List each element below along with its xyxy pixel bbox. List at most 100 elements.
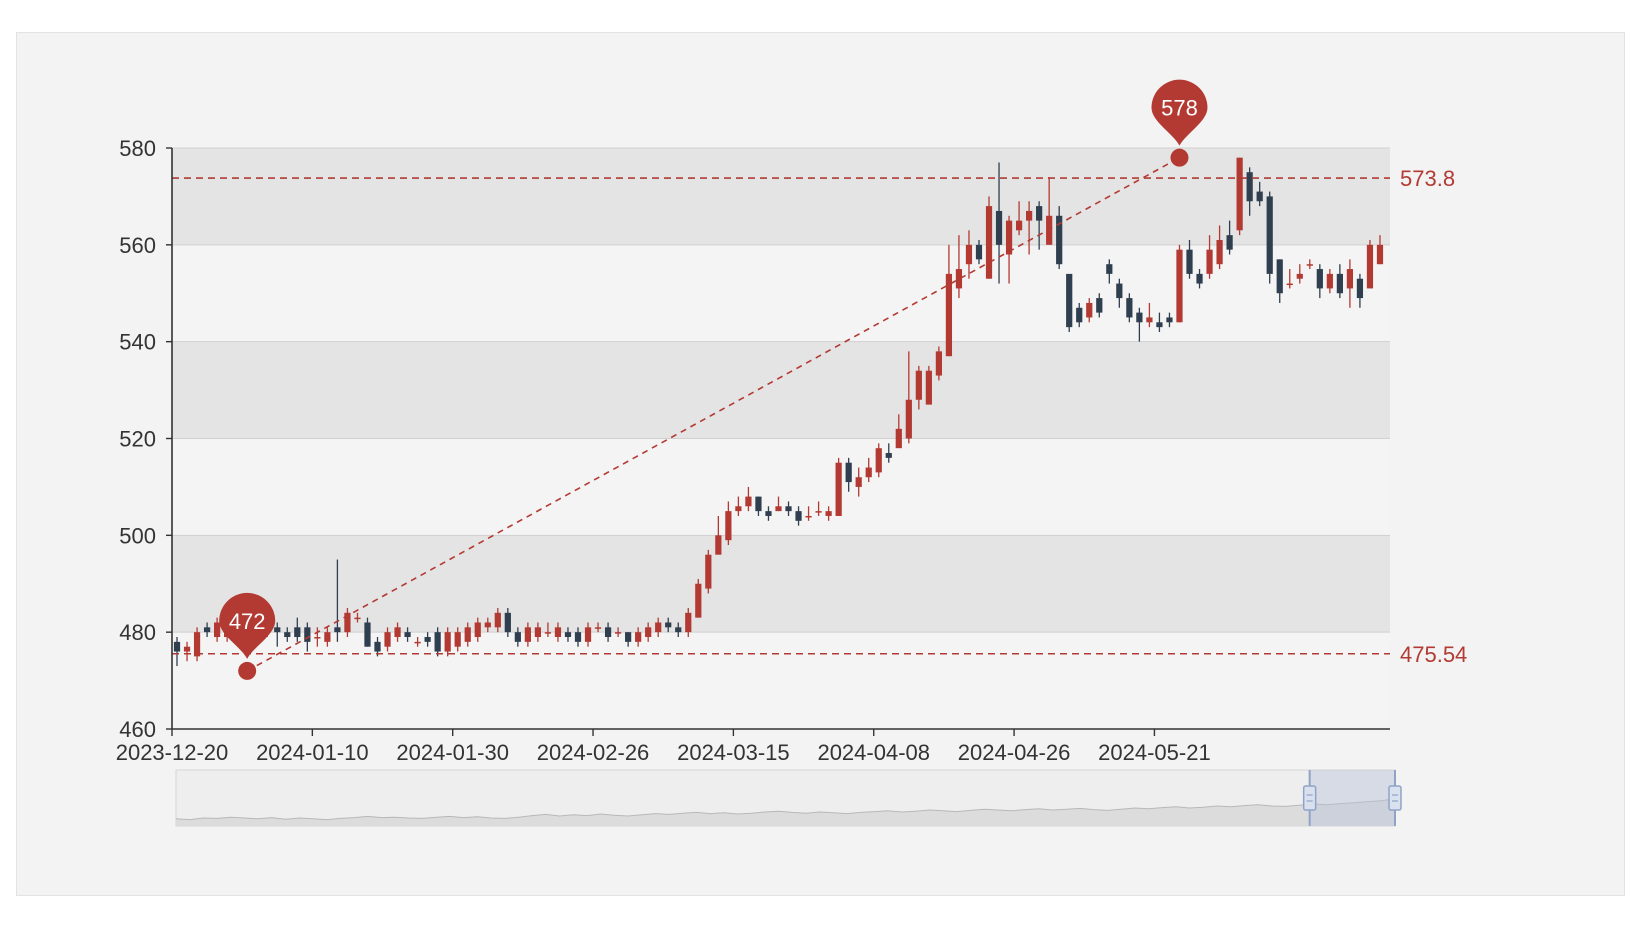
data-zoom-handle-end[interactable] bbox=[1388, 770, 1402, 826]
candle bbox=[695, 578, 702, 618]
candle bbox=[354, 612, 361, 623]
candle-body bbox=[935, 351, 942, 376]
zoom-handle-grip[interactable] bbox=[1388, 785, 1402, 811]
candle bbox=[564, 627, 572, 642]
candle-body bbox=[685, 612, 692, 633]
candle-body bbox=[1166, 317, 1173, 323]
data-zoom-handle-start[interactable] bbox=[1302, 770, 1317, 826]
candle-body bbox=[895, 428, 902, 449]
candle bbox=[604, 622, 612, 642]
candle bbox=[334, 559, 341, 642]
candle bbox=[1366, 239, 1374, 289]
candle-body bbox=[594, 627, 602, 629]
zoom-handle-grip[interactable] bbox=[1302, 785, 1317, 811]
candle bbox=[1206, 235, 1213, 279]
candle bbox=[1356, 273, 1364, 308]
candle bbox=[394, 622, 401, 642]
candle-body bbox=[514, 632, 521, 642]
candle bbox=[745, 486, 752, 512]
candle bbox=[1346, 259, 1354, 308]
candle bbox=[875, 443, 882, 478]
candle bbox=[524, 622, 531, 647]
mark-line-label: 475.54 bbox=[1400, 642, 1467, 667]
candle-body bbox=[995, 210, 1003, 245]
candle bbox=[1056, 206, 1063, 270]
y-tick-label: 480 bbox=[119, 620, 156, 645]
y-tick-label: 540 bbox=[119, 330, 156, 355]
candle bbox=[935, 346, 942, 381]
candle bbox=[815, 501, 822, 516]
candle-body bbox=[745, 496, 752, 507]
candle bbox=[494, 607, 501, 633]
candle-body bbox=[1206, 249, 1213, 274]
candle bbox=[1326, 269, 1333, 294]
candle-body bbox=[835, 462, 842, 516]
candle-body bbox=[274, 627, 281, 633]
candle-body bbox=[1346, 269, 1354, 289]
candle bbox=[715, 515, 722, 555]
candle-body bbox=[855, 477, 862, 487]
candle bbox=[1036, 201, 1043, 250]
candle bbox=[1146, 302, 1153, 328]
candle-body bbox=[1326, 273, 1333, 289]
candle bbox=[655, 617, 662, 638]
mark-point-dot bbox=[238, 661, 257, 680]
candle bbox=[444, 627, 451, 657]
candle bbox=[625, 632, 632, 647]
mark-points: 472 578 bbox=[219, 79, 1208, 680]
grid-band bbox=[172, 341, 1390, 439]
candle bbox=[504, 607, 511, 638]
x-tick-label: 2024-04-08 bbox=[817, 740, 930, 765]
candle bbox=[1176, 244, 1183, 323]
mark-line-label: 573.8 bbox=[1400, 166, 1455, 191]
candle bbox=[584, 622, 592, 647]
candle bbox=[193, 627, 201, 662]
candle-body bbox=[193, 632, 201, 657]
x-tick-label: 2024-05-21 bbox=[1098, 740, 1211, 765]
candle bbox=[865, 457, 872, 483]
candle-body bbox=[845, 462, 852, 483]
data-zoom-slider[interactable] bbox=[175, 769, 1402, 827]
x-tick-label: 2023-12-20 bbox=[116, 740, 229, 765]
chart-card: 573.8 475.54 460 480 500 520 540 560 580 2023-1… bbox=[16, 32, 1625, 896]
y-tick-label: 520 bbox=[119, 427, 156, 452]
candle bbox=[855, 467, 862, 497]
mark-point-max: 578 bbox=[1151, 79, 1208, 167]
grid-band bbox=[172, 438, 1390, 536]
candle-body bbox=[785, 506, 792, 512]
candle bbox=[1216, 225, 1223, 270]
candle bbox=[785, 501, 792, 516]
candle-body bbox=[564, 632, 572, 638]
candle-body bbox=[424, 637, 431, 642]
data-zoom-window[interactable] bbox=[1309, 770, 1395, 826]
candle bbox=[324, 627, 331, 647]
candle-body bbox=[725, 511, 732, 541]
candle-body bbox=[1176, 249, 1183, 323]
candle-body bbox=[715, 535, 722, 555]
candle bbox=[384, 627, 391, 652]
candle bbox=[905, 351, 912, 444]
candle bbox=[985, 196, 993, 279]
candle-body bbox=[1136, 312, 1143, 323]
candle bbox=[1166, 312, 1173, 328]
candle bbox=[1336, 264, 1343, 299]
candle bbox=[294, 617, 301, 642]
candle-body bbox=[1015, 220, 1023, 231]
candle-body bbox=[444, 632, 451, 652]
candle-body bbox=[705, 554, 712, 589]
candle-body bbox=[865, 467, 872, 478]
candle-body bbox=[945, 273, 953, 357]
candle-body bbox=[765, 511, 772, 516]
candle bbox=[945, 244, 953, 357]
candle bbox=[1236, 157, 1243, 236]
mark-point-pin bbox=[219, 592, 276, 659]
candle-body bbox=[1366, 244, 1374, 289]
data-zoom-overview-area bbox=[176, 798, 1395, 826]
mark-lines: 573.8 475.54 bbox=[172, 156, 1467, 672]
candle-body bbox=[544, 632, 552, 634]
grid-band bbox=[172, 148, 1390, 245]
candle-body bbox=[524, 627, 531, 642]
candle bbox=[1156, 312, 1163, 332]
candle-body bbox=[494, 612, 501, 628]
candle bbox=[645, 622, 652, 642]
